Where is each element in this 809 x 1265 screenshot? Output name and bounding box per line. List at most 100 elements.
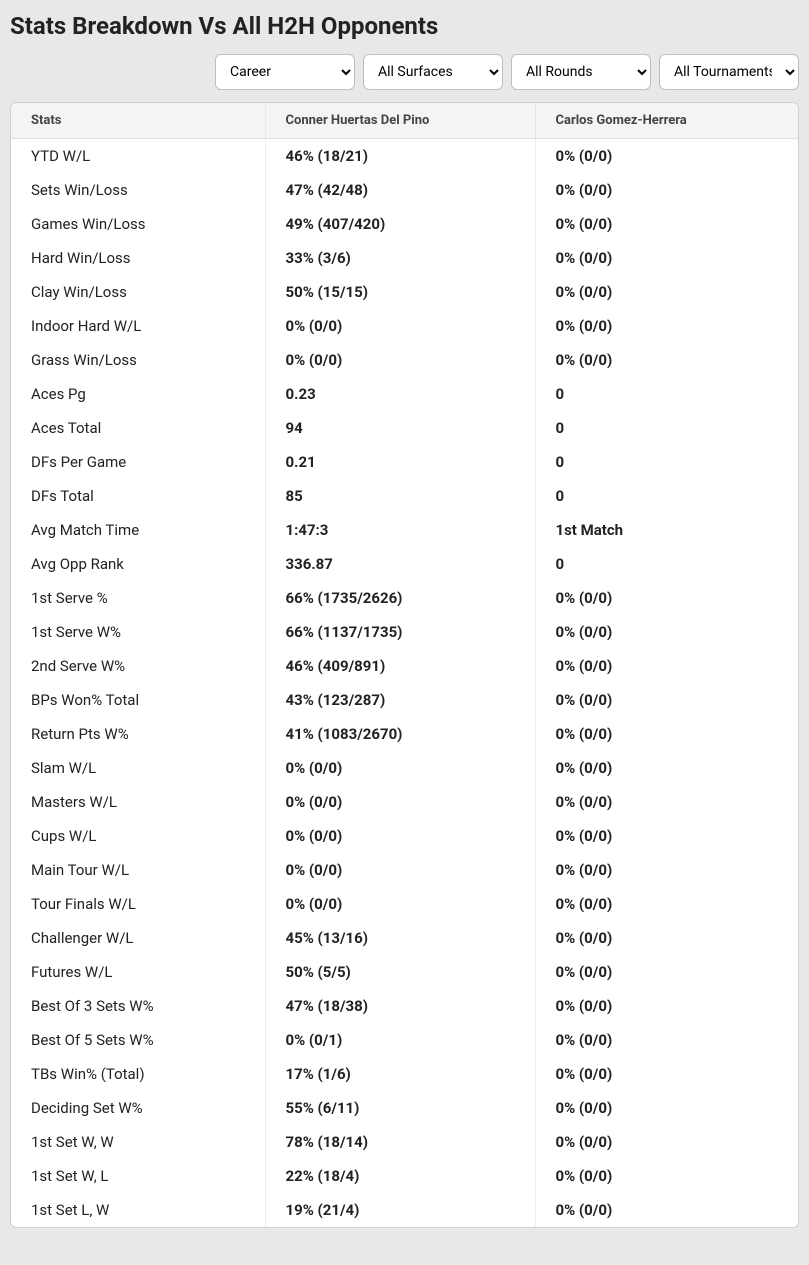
table-row: Hard Win/Loss33% (3/6)0% (0/0) xyxy=(11,241,798,275)
table-header-row: Stats Conner Huertas Del Pino Carlos Gom… xyxy=(11,103,798,139)
stat-name-cell: Indoor Hard W/L xyxy=(11,309,265,343)
player2-value-cell: 0% (0/0) xyxy=(535,343,798,377)
table-row: Clay Win/Loss50% (15/15)0% (0/0) xyxy=(11,275,798,309)
player1-value-cell: 66% (1735/2626) xyxy=(265,581,535,615)
player1-value-cell: 0% (0/0) xyxy=(265,751,535,785)
player1-value-cell: 47% (18/38) xyxy=(265,989,535,1023)
table-row: Tour Finals W/L0% (0/0)0% (0/0) xyxy=(11,887,798,921)
stat-name-cell: Hard Win/Loss xyxy=(11,241,265,275)
table-row: Return Pts W%41% (1083/2670)0% (0/0) xyxy=(11,717,798,751)
player1-value-cell: 41% (1083/2670) xyxy=(265,717,535,751)
player1-value-cell: 19% (21/4) xyxy=(265,1193,535,1227)
table-row: Masters W/L0% (0/0)0% (0/0) xyxy=(11,785,798,819)
player1-value-cell: 0% (0/0) xyxy=(265,853,535,887)
player1-value-cell: 0% (0/0) xyxy=(265,785,535,819)
player2-value-cell: 0% (0/0) xyxy=(535,241,798,275)
table-row: YTD W/L46% (18/21)0% (0/0) xyxy=(11,139,798,174)
player1-value-cell: 55% (6/11) xyxy=(265,1091,535,1125)
filter-tours-select[interactable]: All Tournaments xyxy=(659,54,799,90)
player2-value-cell: 1st Match xyxy=(535,513,798,547)
player2-value-cell: 0% (0/0) xyxy=(535,717,798,751)
player2-value-cell: 0 xyxy=(535,377,798,411)
stat-name-cell: Futures W/L xyxy=(11,955,265,989)
player2-value-cell: 0% (0/0) xyxy=(535,139,798,174)
stat-name-cell: YTD W/L xyxy=(11,139,265,174)
table-row: Deciding Set W%55% (6/11)0% (0/0) xyxy=(11,1091,798,1125)
table-row: Cups W/L0% (0/0)0% (0/0) xyxy=(11,819,798,853)
player1-value-cell: 45% (13/16) xyxy=(265,921,535,955)
player2-value-cell: 0% (0/0) xyxy=(535,921,798,955)
player2-value-cell: 0% (0/0) xyxy=(535,785,798,819)
player2-value-cell: 0 xyxy=(535,547,798,581)
table-row: DFs Total850 xyxy=(11,479,798,513)
table-row: BPs Won% Total43% (123/287)0% (0/0) xyxy=(11,683,798,717)
player1-value-cell: 78% (18/14) xyxy=(265,1125,535,1159)
filter-bar: Career All Surfaces All Rounds All Tourn… xyxy=(10,54,799,90)
filter-rounds-select[interactable]: All Rounds xyxy=(511,54,651,90)
table-row: TBs Win% (Total)17% (1/6)0% (0/0) xyxy=(11,1057,798,1091)
table-row: Games Win/Loss49% (407/420)0% (0/0) xyxy=(11,207,798,241)
player2-value-cell: 0% (0/0) xyxy=(535,649,798,683)
player2-value-cell: 0 xyxy=(535,445,798,479)
table-row: Challenger W/L45% (13/16)0% (0/0) xyxy=(11,921,798,955)
player1-value-cell: 46% (409/891) xyxy=(265,649,535,683)
player2-value-cell: 0 xyxy=(535,411,798,445)
player2-value-cell: 0% (0/0) xyxy=(535,309,798,343)
stat-name-cell: Cups W/L xyxy=(11,819,265,853)
player2-value-cell: 0 xyxy=(535,479,798,513)
stat-name-cell: Challenger W/L xyxy=(11,921,265,955)
stat-name-cell: Grass Win/Loss xyxy=(11,343,265,377)
table-row: DFs Per Game0.210 xyxy=(11,445,798,479)
table-row: 1st Serve %66% (1735/2626)0% (0/0) xyxy=(11,581,798,615)
player2-value-cell: 0% (0/0) xyxy=(535,173,798,207)
stat-name-cell: BPs Won% Total xyxy=(11,683,265,717)
table-row: 1st Serve W%66% (1137/1735)0% (0/0) xyxy=(11,615,798,649)
table-row: Avg Opp Rank336.870 xyxy=(11,547,798,581)
col-header-player2: Carlos Gomez-Herrera xyxy=(535,103,798,139)
player1-value-cell: 0.23 xyxy=(265,377,535,411)
stat-name-cell: Main Tour W/L xyxy=(11,853,265,887)
stat-name-cell: 1st Set W, W xyxy=(11,1125,265,1159)
stat-name-cell: Slam W/L xyxy=(11,751,265,785)
player1-value-cell: 0% (0/0) xyxy=(265,819,535,853)
table-row: Main Tour W/L0% (0/0)0% (0/0) xyxy=(11,853,798,887)
player1-value-cell: 0% (0/0) xyxy=(265,309,535,343)
col-header-player1: Conner Huertas Del Pino xyxy=(265,103,535,139)
player2-value-cell: 0% (0/0) xyxy=(535,1023,798,1057)
stats-table: Stats Conner Huertas Del Pino Carlos Gom… xyxy=(11,103,798,1227)
stat-name-cell: DFs Total xyxy=(11,479,265,513)
player1-value-cell: 85 xyxy=(265,479,535,513)
stat-name-cell: Tour Finals W/L xyxy=(11,887,265,921)
stat-name-cell: DFs Per Game xyxy=(11,445,265,479)
stat-name-cell: 1st Set W, L xyxy=(11,1159,265,1193)
stat-name-cell: Clay Win/Loss xyxy=(11,275,265,309)
table-row: Avg Match Time1:47:31st Match xyxy=(11,513,798,547)
player1-value-cell: 43% (123/287) xyxy=(265,683,535,717)
stat-name-cell: 1st Set L, W xyxy=(11,1193,265,1227)
filter-surface-select[interactable]: All Surfaces xyxy=(363,54,503,90)
player1-value-cell: 0% (0/0) xyxy=(265,887,535,921)
stat-name-cell: Best Of 3 Sets W% xyxy=(11,989,265,1023)
stat-name-cell: Aces Total xyxy=(11,411,265,445)
table-row: 1st Set W, L22% (18/4)0% (0/0) xyxy=(11,1159,798,1193)
stat-name-cell: Best Of 5 Sets W% xyxy=(11,1023,265,1057)
stat-name-cell: Deciding Set W% xyxy=(11,1091,265,1125)
player1-value-cell: 22% (18/4) xyxy=(265,1159,535,1193)
player1-value-cell: 47% (42/48) xyxy=(265,173,535,207)
player2-value-cell: 0% (0/0) xyxy=(535,751,798,785)
stat-name-cell: Aces Pg xyxy=(11,377,265,411)
page-title: Stats Breakdown Vs All H2H Opponents xyxy=(10,12,799,40)
stat-name-cell: Avg Opp Rank xyxy=(11,547,265,581)
table-row: 2nd Serve W%46% (409/891)0% (0/0) xyxy=(11,649,798,683)
stat-name-cell: 1st Serve % xyxy=(11,581,265,615)
table-row: Futures W/L50% (5/5)0% (0/0) xyxy=(11,955,798,989)
filter-period-select[interactable]: Career xyxy=(215,54,355,90)
player2-value-cell: 0% (0/0) xyxy=(535,887,798,921)
player1-value-cell: 0% (0/1) xyxy=(265,1023,535,1057)
table-row: Indoor Hard W/L0% (0/0)0% (0/0) xyxy=(11,309,798,343)
player2-value-cell: 0% (0/0) xyxy=(535,819,798,853)
player2-value-cell: 0% (0/0) xyxy=(535,1125,798,1159)
player1-value-cell: 0% (0/0) xyxy=(265,343,535,377)
player1-value-cell: 49% (407/420) xyxy=(265,207,535,241)
player1-value-cell: 50% (15/15) xyxy=(265,275,535,309)
